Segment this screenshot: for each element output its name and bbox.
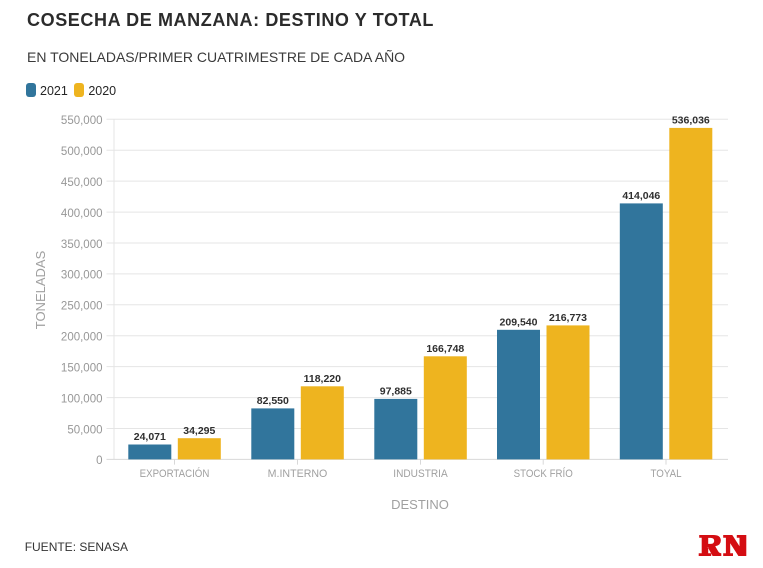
svg-text:500,000: 500,000 <box>61 146 103 158</box>
svg-text:350,000: 350,000 <box>61 239 103 251</box>
svg-text:50,000: 50,000 <box>67 424 102 436</box>
svg-text:209,540: 209,540 <box>500 316 538 328</box>
svg-text:100,000: 100,000 <box>61 393 103 405</box>
svg-text:EXPORTACIÓN: EXPORTACIÓN <box>140 467 210 480</box>
svg-text:400,000: 400,000 <box>61 208 103 220</box>
svg-text:DESTINO: DESTINO <box>391 497 449 512</box>
svg-text:216,773: 216,773 <box>549 312 587 324</box>
svg-text:INDUSTRIA: INDUSTRIA <box>393 468 448 480</box>
svg-text:414,046: 414,046 <box>622 190 660 202</box>
svg-text:450,000: 450,000 <box>61 177 103 189</box>
svg-text:STOCK FRÍO: STOCK FRÍO <box>514 467 573 480</box>
svg-text:97,885: 97,885 <box>380 386 412 398</box>
svg-text:24,071: 24,071 <box>134 431 166 443</box>
svg-text:0: 0 <box>96 455 102 467</box>
svg-text:34,295: 34,295 <box>183 425 215 437</box>
svg-text:82,550: 82,550 <box>257 395 289 407</box>
svg-text:150,000: 150,000 <box>61 362 103 374</box>
svg-text:536,036: 536,036 <box>672 115 710 127</box>
svg-text:250,000: 250,000 <box>61 301 103 313</box>
svg-text:TOYAL: TOYAL <box>651 468 682 480</box>
svg-text:300,000: 300,000 <box>61 270 103 282</box>
svg-text:TONELADAS: TONELADAS <box>33 250 48 329</box>
svg-text:M.INTERNO: M.INTERNO <box>268 468 328 480</box>
svg-text:118,220: 118,220 <box>304 373 342 385</box>
svg-text:166,748: 166,748 <box>426 343 464 355</box>
svg-text:200,000: 200,000 <box>61 332 103 344</box>
svg-text:550,000: 550,000 <box>61 115 103 127</box>
